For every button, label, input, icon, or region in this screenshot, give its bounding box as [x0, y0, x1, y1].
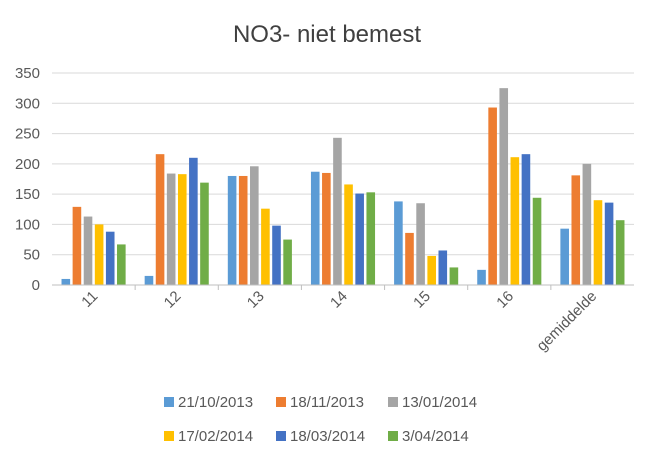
legend-label: 13/01/2014: [402, 394, 477, 411]
legend-swatch: [276, 431, 286, 441]
y-tick-label: 350: [15, 65, 40, 82]
bar: [94, 224, 104, 285]
bar: [449, 267, 459, 285]
x-axis-categories: 11 12 13 14 15 16 gemiddelde: [78, 285, 600, 355]
bar: [72, 206, 82, 285]
gridlines: [52, 72, 634, 256]
y-tick-label: 250: [15, 126, 40, 143]
x-category-label: 12: [161, 288, 185, 312]
bar: [394, 201, 403, 285]
bar: [571, 175, 581, 285]
bar: [416, 203, 425, 285]
bar: [366, 192, 376, 285]
y-tick-label: 0: [32, 277, 40, 294]
legend-label: 17/02/2014: [178, 428, 253, 445]
legend-label: 18/11/2013: [290, 394, 364, 411]
bar: [83, 216, 93, 285]
bar: [105, 231, 115, 285]
bar: [488, 107, 497, 285]
bar: [189, 157, 198, 285]
bar: [61, 278, 71, 285]
bar: [322, 172, 331, 285]
bar: [283, 239, 292, 285]
x-category-label: 11: [78, 288, 101, 311]
bar: [333, 137, 342, 285]
y-tick-label: 150: [15, 186, 40, 203]
y-tick-label: 50: [23, 247, 40, 264]
bar: [166, 173, 176, 285]
legend-label: 21/10/2013: [178, 394, 253, 411]
legend-swatch: [164, 397, 174, 407]
bar: [405, 232, 414, 285]
y-axis-ticks: 0 50 100 150 200 250 300 350: [15, 65, 40, 294]
bar: [477, 269, 486, 285]
bar: [344, 184, 353, 285]
legend-label: 18/03/2014: [290, 428, 365, 445]
bar: [227, 175, 237, 285]
bar: [582, 163, 592, 285]
bar: [310, 171, 320, 285]
bar: [117, 244, 126, 285]
bar: [510, 157, 520, 285]
y-tick-label: 100: [15, 216, 40, 233]
bar: [593, 200, 603, 285]
bar: [250, 166, 259, 285]
bar: [427, 255, 436, 285]
x-category-label: 14: [327, 288, 351, 312]
bar: [604, 202, 614, 285]
legend-swatch: [276, 397, 286, 407]
bar: [499, 88, 509, 286]
x-category-label: gemiddelde: [533, 288, 600, 355]
bar: [521, 154, 531, 285]
bar: [144, 275, 154, 285]
bar: [355, 193, 364, 285]
legend-label: 3/04/2014: [402, 428, 469, 445]
bar: [272, 225, 281, 285]
bar: [200, 182, 209, 285]
legend-swatch: [164, 431, 174, 441]
x-category-label: 13: [244, 288, 268, 312]
legend-swatch: [388, 397, 398, 407]
bar: [155, 154, 165, 285]
bar: [177, 174, 187, 285]
bar: [261, 208, 270, 285]
bar: [615, 220, 625, 285]
legend: 21/10/2013 18/11/2013 13/01/2014 17/02/2014…: [164, 394, 477, 445]
chart-title: NO3- niet bemest: [233, 21, 421, 48]
bars: [61, 88, 625, 286]
bar: [438, 250, 448, 285]
x-category-label: 15: [410, 288, 434, 312]
y-tick-label: 200: [15, 156, 40, 173]
bar: [560, 228, 569, 285]
legend-swatch: [388, 431, 398, 441]
bar: [532, 197, 542, 285]
y-tick-label: 300: [15, 95, 40, 112]
x-category-label: 16: [493, 288, 517, 312]
bar: [238, 175, 248, 285]
